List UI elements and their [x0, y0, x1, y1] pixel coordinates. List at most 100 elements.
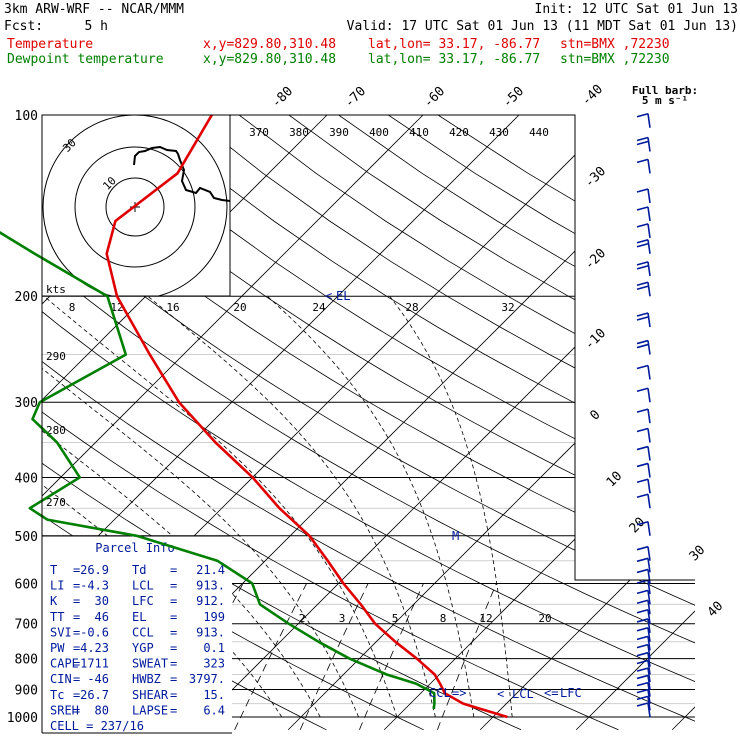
isotherm-line: [42, 115, 547, 731]
pressure-axis: 100 200 300 400 500 600 700 800 900 1000: [7, 109, 38, 726]
thetae-label: 28: [405, 301, 418, 314]
pressure-tick-label: 400: [15, 471, 38, 486]
wind-legend-title: Full barb:: [632, 84, 698, 97]
thetae-label: 20: [233, 301, 246, 314]
wind-barb: [636, 408, 651, 424]
parcel-cell: TT: [50, 610, 64, 624]
isotherm-label: 0: [587, 407, 603, 423]
legend-dewpoint-xy: x,y=829.80,310.48: [203, 52, 336, 67]
dry-adiabat: [42, 115, 619, 731]
hodograph-ring-20: [74, 146, 196, 268]
theta-label: 280: [46, 424, 66, 437]
parcel-cell: 323: [203, 657, 225, 671]
wind-barb: [636, 667, 651, 683]
dry-adiabat: [0, 115, 34, 730]
moist-adiabat: [42, 295, 359, 718]
parcel-cell: =: [73, 641, 80, 655]
isotherm-line: [479, 115, 695, 731]
hodograph-ring-30: [42, 115, 228, 296]
theta-label: 440: [529, 126, 549, 139]
isotherm-label: 10: [604, 469, 626, 491]
ccl-marker: CCL: [429, 686, 451, 700]
pressure-tick-label: 300: [15, 396, 38, 411]
isotherm-label: -50: [500, 84, 527, 111]
el-marker: EL: [336, 289, 350, 303]
wind-barb: [636, 445, 651, 461]
dry-adiabat: [388, 115, 695, 731]
parcel-cell: 26.9: [80, 563, 109, 577]
parcel-cell: -0.6: [80, 625, 109, 639]
init-time: Init: 12 UTC Sat 01 Jun 13: [535, 2, 739, 17]
moist-adiabat: [389, 295, 513, 718]
dry-adiabat: [89, 115, 695, 731]
dry-adiabat: [139, 115, 695, 731]
parcel-cell: CIN: [50, 672, 72, 686]
parcel-cell: 1711: [80, 657, 109, 671]
parcel-cell: LAPSE: [132, 703, 168, 717]
lfc-arrow: <=: [544, 686, 558, 700]
legend-temperature-stn: stn=BMX ,72230: [560, 37, 670, 52]
parcel-cell: PW: [50, 641, 65, 655]
theta-label: 380: [289, 126, 309, 139]
wind-barb: [636, 599, 651, 615]
parcel-cell: =: [170, 625, 177, 639]
parcel-cell: =: [170, 579, 177, 593]
wind-legend-value: 5 m s⁻¹: [642, 94, 688, 107]
parcel-cell: YGP: [132, 641, 154, 655]
theta-label: 290: [46, 350, 66, 363]
isotherm-label: 30: [687, 543, 709, 565]
pressure-tick-label: 500: [15, 530, 38, 545]
isotherm-labels: -80 -70 -60 -50 -40 -30 -20 -10 0 10 20 30 40: [269, 82, 726, 620]
forecast-label: Fcst:: [4, 19, 43, 34]
parcel-cell: -46: [87, 672, 109, 686]
parcel-cell: =: [170, 641, 177, 655]
wind-barb: [636, 545, 651, 561]
parcel-cell: SWEAT: [132, 657, 168, 671]
dry-adiabat: [288, 115, 695, 731]
parcel-cell: LI: [50, 579, 64, 593]
moist-adiabat: [43, 295, 398, 718]
parcel-cell: =: [73, 594, 80, 608]
parcel-cell: =: [73, 610, 80, 624]
parcel-cell: =: [170, 563, 177, 577]
isotherm-label: -10: [582, 326, 609, 353]
forecast-hour: 5 h: [85, 19, 108, 34]
parcel-cell: =: [170, 688, 177, 702]
wind-barb: [636, 312, 651, 328]
lcl-marker: LCL: [512, 687, 534, 701]
parcel-cell: EL: [132, 610, 146, 624]
parcel-cell: =: [170, 594, 177, 608]
wind-barb: [636, 681, 651, 697]
mixing-ratio-line: [359, 583, 424, 730]
parcel-info-box: Parcel Info T = 26.9 Td = 21.4LI = -4.3 LCL = 913.…: [42, 535, 232, 734]
theta-label: 390: [329, 126, 349, 139]
parcel-cell: 46: [95, 610, 109, 624]
mixing-ratio-line: [234, 583, 307, 730]
isotherm-label: -40: [579, 82, 606, 109]
parcel-cell: 6.4: [203, 703, 225, 717]
parcel-cell: 30: [95, 594, 109, 608]
isotherm-label: -70: [342, 84, 369, 111]
wind-barb: [636, 427, 651, 443]
moist-adiabat: [267, 295, 475, 718]
model-title: 3km ARW-WRF -- NCAR/MMM: [4, 2, 184, 17]
isotherm-line: [42, 115, 451, 731]
isotherm-line: [383, 115, 695, 731]
wind-barb: [636, 695, 651, 711]
parcel-cell: 80: [95, 703, 109, 717]
legend-temperature: Temperature: [7, 37, 93, 52]
valid-time: Valid: 17 UTC Sat 01 Jun 13 (11 MDT Sat …: [347, 19, 738, 34]
pressure-tick-label: 700: [15, 618, 38, 633]
moist-adiabat: [147, 295, 436, 718]
parcel-cell: =: [170, 672, 177, 686]
parcel-cell: 4.23: [80, 641, 109, 655]
parcel-cell: =: [73, 672, 80, 686]
parcel-cell: 26.7: [80, 688, 109, 702]
parcel-cell: =: [73, 688, 80, 702]
wind-barb: [636, 478, 651, 494]
parcel-cell: =: [73, 703, 80, 717]
parcel-cell: =: [73, 563, 80, 577]
thetae-label: 8: [69, 301, 76, 314]
